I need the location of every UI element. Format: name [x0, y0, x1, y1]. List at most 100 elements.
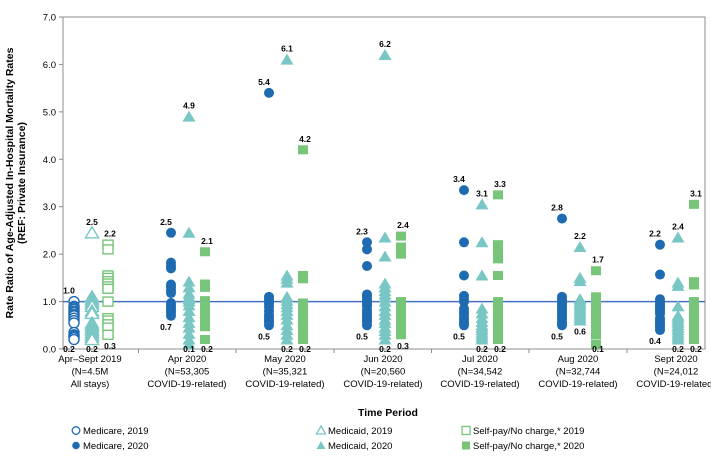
medicare-point — [655, 325, 665, 336]
selfpay-point — [493, 270, 503, 280]
medicaid-max-label: 6.1 — [281, 44, 293, 54]
medicare-point — [459, 296, 469, 307]
selfpay-max-label: 1.7 — [592, 255, 604, 265]
legend-label: Medicare, 2019 — [83, 426, 148, 437]
legend-label: Medicaid, 2019 — [328, 426, 392, 437]
medicare-min-label: 0.7 — [160, 322, 172, 332]
y-tick-label: 4.0 — [43, 155, 56, 166]
medicaid-point — [182, 321, 196, 333]
medicaid-point — [182, 305, 196, 317]
medicaid-point — [671, 333, 685, 345]
medicare-point — [557, 213, 567, 224]
legend-medicare-marker — [72, 441, 80, 450]
selfpay-point — [298, 335, 308, 345]
y-tick-label: 2.0 — [43, 250, 56, 261]
selfpay-point — [493, 240, 503, 250]
legend-medicare-marker — [71, 426, 81, 435]
medicaid-point — [671, 279, 685, 291]
medicaid-max-label: 2.5 — [86, 217, 98, 227]
medicare-max-label: 2.2 — [649, 229, 661, 239]
x-axis-title: Time Period — [358, 407, 418, 419]
medicaid-point — [573, 241, 587, 253]
medicare-point — [459, 270, 469, 281]
medicaid-point — [182, 327, 196, 339]
x-axis-category-label: (N=32,744 — [556, 367, 601, 378]
selfpay-min-label: 0.3 — [104, 341, 116, 351]
medicaid-point — [475, 236, 489, 248]
selfpay-point — [396, 242, 406, 252]
x-axis-category-label: (N=24,012 — [654, 367, 699, 378]
selfpay-point — [591, 339, 601, 349]
medicaid-point — [573, 314, 587, 326]
x-axis-category-label: (N=35,321 — [263, 367, 308, 378]
medicare-point — [264, 87, 274, 98]
medicaid-point — [475, 333, 489, 345]
medicare-max-label: 1.0 — [63, 286, 75, 296]
medicaid-max-label: 3.1 — [476, 188, 488, 198]
selfpay-point — [200, 335, 210, 345]
medicaid-point — [378, 48, 392, 60]
medicare-point — [166, 288, 176, 299]
medicaid-point — [84, 332, 100, 346]
x-axis-category-label: Aug 2020 — [558, 354, 599, 365]
selfpay-max-label: 3.1 — [690, 188, 702, 198]
y-axis-title: Rate Ratio of Age-Adjusted In-Hospital M… — [4, 47, 16, 318]
medicare-point — [557, 320, 567, 331]
selfpay-max-label: 2.2 — [104, 229, 116, 239]
x-axis-category-label: Jun 2020 — [363, 354, 402, 365]
medicaid-point — [475, 198, 489, 210]
y-tick-label: 5.0 — [43, 107, 56, 118]
medicaid-point — [671, 300, 685, 312]
medicaid-point — [182, 226, 196, 238]
medicaid-point — [475, 269, 489, 281]
x-axis-category-label: COVID-19-related) — [636, 379, 711, 390]
medicare-point — [459, 320, 469, 331]
x-axis-category-label: COVID-19-related) — [538, 379, 617, 390]
medicaid-point — [378, 333, 392, 345]
x-axis-category-label: Apr–Sept 2019 — [58, 354, 121, 365]
medicaid-min-label: 0.2 — [86, 344, 98, 354]
selfpay-point — [102, 329, 114, 340]
medicaid-max-label: 2.4 — [672, 222, 684, 232]
medicare-point — [264, 320, 274, 331]
y-tick-label: 0.0 — [43, 345, 56, 356]
medicaid-point — [378, 231, 392, 243]
selfpay-point — [493, 254, 503, 264]
medicare-point — [459, 237, 469, 248]
medicaid-point — [182, 299, 196, 311]
medicaid-point — [182, 311, 196, 323]
selfpay-point — [493, 190, 503, 200]
selfpay-point — [396, 231, 406, 241]
medicaid-point — [573, 275, 587, 287]
selfpay-point — [396, 249, 406, 259]
medicaid-point — [671, 231, 685, 243]
selfpay-point — [689, 280, 699, 290]
x-axis-category-label: COVID-19-related) — [343, 379, 422, 390]
medicare-point — [68, 333, 80, 346]
selfpay-min-label: 0.2 — [690, 344, 702, 354]
medicare-max-label: 3.4 — [453, 174, 465, 184]
medicare-min-label: 0.5 — [551, 331, 563, 341]
medicaid-min-label: 0.2 — [672, 344, 684, 354]
medicaid-min-label: 0.6 — [574, 327, 586, 337]
medicaid-point — [182, 275, 196, 287]
selfpay-min-label: 0.3 — [397, 341, 409, 351]
medicaid-point — [280, 276, 294, 288]
x-axis-category-label: Sept 2020 — [654, 354, 697, 365]
selfpay-point — [689, 297, 699, 307]
medicaid-min-label: 0.1 — [183, 344, 195, 354]
selfpay-point — [200, 282, 210, 292]
medicaid-point — [378, 250, 392, 262]
medicare-point — [362, 237, 372, 248]
medicare-point — [362, 244, 372, 255]
selfpay-point — [298, 274, 308, 284]
legend-label: Medicare, 2020 — [83, 441, 148, 452]
x-axis-category-label: COVID-19-related) — [440, 379, 519, 390]
legend-selfpay-marker — [462, 441, 470, 450]
selfpay-point — [493, 335, 503, 345]
x-axis-category-label: Jul 2020 — [462, 354, 498, 365]
selfpay-point — [298, 145, 308, 155]
legend-label: Medicaid, 2020 — [328, 441, 392, 452]
selfpay-point — [689, 199, 699, 209]
